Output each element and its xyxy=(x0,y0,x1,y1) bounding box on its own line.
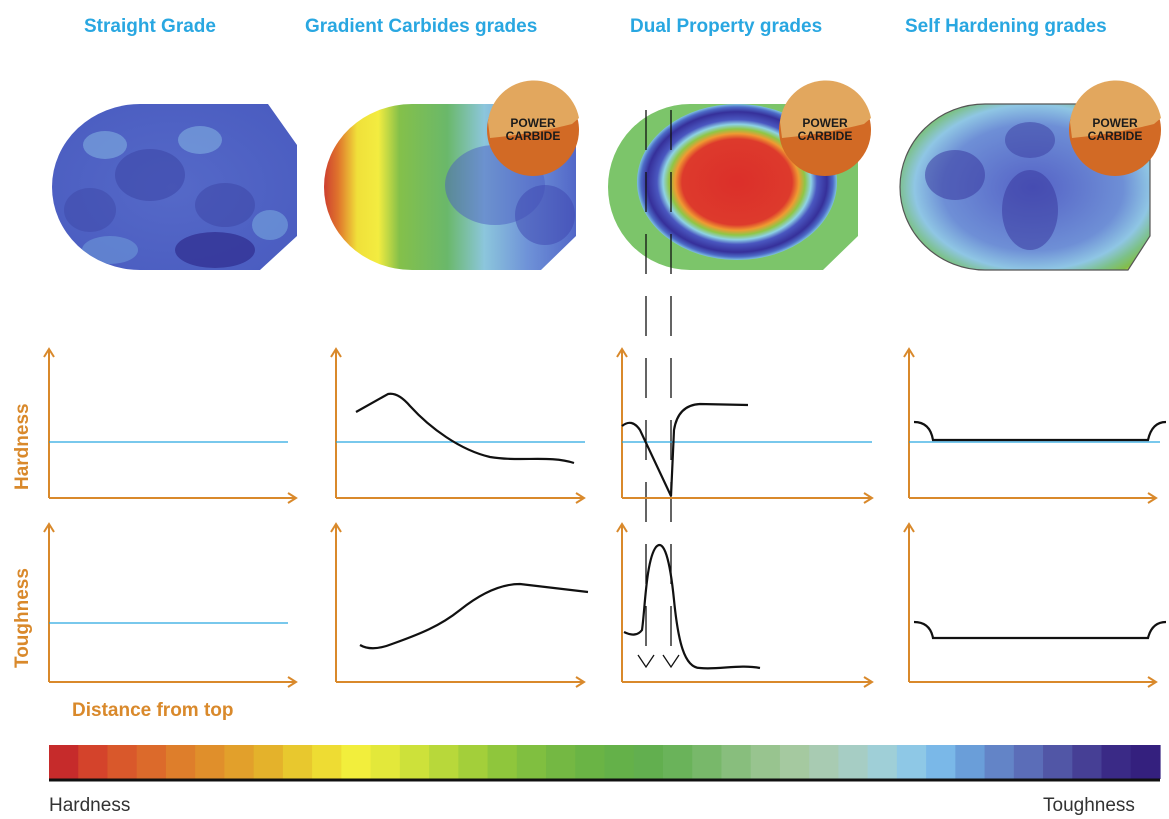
power-carbide-badge-dual: POWER CARBIDE xyxy=(779,80,871,176)
scale-swatch xyxy=(779,745,810,779)
scale-swatch xyxy=(1101,745,1132,779)
toughness-graph-self xyxy=(903,522,1167,688)
scale-swatch xyxy=(370,745,401,779)
dual-guide-lines xyxy=(645,110,672,660)
scale-swatch xyxy=(692,745,723,779)
scale-swatch xyxy=(282,745,313,779)
power-carbide-badge-self: POWER CARBIDE xyxy=(1069,80,1161,176)
column-title-self: Self Hardening grades xyxy=(905,16,1107,37)
scale-swatch xyxy=(721,745,752,779)
scale-swatch xyxy=(195,745,226,779)
svg-text:POWER: POWER xyxy=(1092,116,1138,130)
scale-swatch xyxy=(458,745,489,779)
hardness-toughness-color-scale xyxy=(49,745,1161,779)
scale-swatch xyxy=(253,745,284,779)
scale-label-hardness: Hardness xyxy=(49,795,131,816)
scale-swatch xyxy=(838,745,869,779)
column-title-straight: Straight Grade xyxy=(84,16,216,37)
scale-swatch xyxy=(575,745,606,779)
scale-swatch xyxy=(926,745,956,779)
hardness-graph-self xyxy=(903,347,1167,504)
scale-swatch xyxy=(49,745,79,779)
scale-swatch xyxy=(341,745,372,779)
column-title-dual: Dual Property grades xyxy=(630,16,823,37)
toughness-graph-straight xyxy=(43,522,298,688)
scale-swatch xyxy=(633,745,664,779)
scale-swatch xyxy=(312,745,342,779)
scale-swatch xyxy=(984,745,1015,779)
scale-swatch xyxy=(136,745,167,779)
scale-swatch xyxy=(1072,745,1103,779)
svg-text:CARBIDE: CARBIDE xyxy=(506,129,561,143)
scale-swatch xyxy=(1013,745,1044,779)
toughness-graph-gradient xyxy=(330,522,589,688)
scale-swatch xyxy=(487,745,518,779)
svg-text:POWER: POWER xyxy=(510,116,556,130)
scale-swatch xyxy=(809,745,839,779)
scale-swatch xyxy=(546,745,576,779)
scale-swatch xyxy=(78,745,109,779)
toughness-graph-dual xyxy=(616,522,874,688)
column-title-gradient: Gradient Carbides grades xyxy=(305,16,538,37)
scale-swatch xyxy=(429,745,459,779)
svg-text:CARBIDE: CARBIDE xyxy=(1088,129,1143,143)
scale-swatch xyxy=(399,745,430,779)
dual-arrowheads xyxy=(637,654,680,669)
scale-swatch xyxy=(107,745,138,779)
scale-swatch xyxy=(516,745,547,779)
hardness-graph-dual xyxy=(616,347,874,504)
map-straight-grade xyxy=(52,104,297,270)
svg-text:POWER: POWER xyxy=(802,116,848,130)
svg-text:CARBIDE: CARBIDE xyxy=(798,129,853,143)
distance-axis-label: Distance from top xyxy=(72,700,234,721)
scale-swatch xyxy=(165,745,196,779)
scale-swatch xyxy=(224,745,255,779)
scale-swatch xyxy=(604,745,635,779)
scale-swatch xyxy=(955,745,986,779)
power-carbide-badge-gradient: POWER CARBIDE xyxy=(487,80,579,176)
scale-swatch xyxy=(1130,745,1161,779)
scale-label-toughness: Toughness xyxy=(1043,795,1135,816)
hardness-graph-straight xyxy=(43,347,298,504)
scale-swatch xyxy=(896,745,927,779)
scale-swatch xyxy=(750,745,781,779)
scale-swatch xyxy=(867,745,898,779)
scale-swatch xyxy=(662,745,693,779)
scale-swatch xyxy=(1043,745,1073,779)
hardness-graph-gradient xyxy=(330,347,586,504)
